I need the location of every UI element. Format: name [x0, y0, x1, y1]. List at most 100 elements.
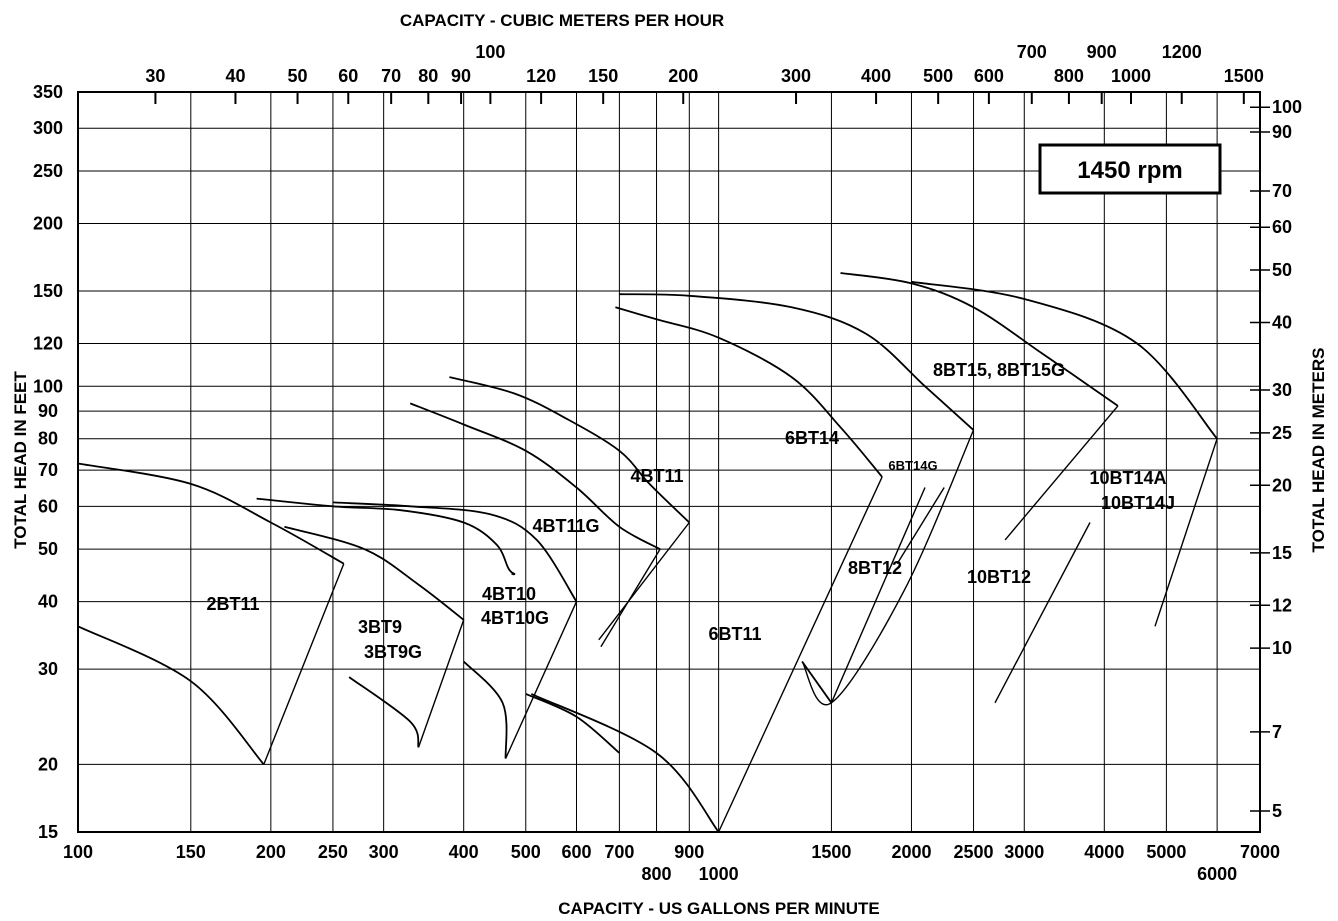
x2-axis-title: CAPACITY - CUBIC METERS PER HOUR	[400, 11, 724, 30]
curve-4bt11-right	[598, 522, 690, 641]
curve-2bt11-lower	[77, 625, 265, 765]
y-tick-label: 70	[38, 460, 58, 480]
x-tick-label: 3000	[1004, 842, 1044, 862]
curve-4bt11g-upper	[409, 402, 661, 550]
x-tick-label: 700	[604, 842, 634, 862]
x-tick-label: 5000	[1146, 842, 1186, 862]
y2-tick-label: 25	[1272, 423, 1292, 443]
x2-tick-label: 700	[1017, 42, 1047, 62]
pump-labels: 2BT11 3BT9 3BT9G 4BT10 4BT10G 4BT11G 4BT…	[206, 360, 1175, 662]
label-4BT11G: 4BT11G	[532, 516, 599, 536]
label-6BT11: 6BT11	[708, 624, 761, 644]
label-3BT9: 3BT9	[358, 617, 402, 637]
x2-tick-label: 1500	[1224, 66, 1264, 86]
x2-tick-label: 600	[974, 66, 1004, 86]
curve-3bt9-3bt9g-mid	[284, 525, 465, 621]
x2-tick-label: 30	[145, 66, 165, 86]
x2-tick-label: 120	[526, 66, 556, 86]
y2-tick-label: 15	[1272, 543, 1292, 563]
rpm-box	[1038, 143, 1222, 195]
curve-3bt9-3bt9g-lower	[348, 676, 420, 748]
x2-tick-label: 50	[288, 66, 308, 86]
x-tick-label-1000: 1000	[699, 864, 739, 884]
label-10BT14J: 10BT14J	[1101, 493, 1175, 513]
y-tick-label: 120	[33, 333, 63, 353]
x-tick-label: 1500	[811, 842, 851, 862]
y-tick-label: 20	[38, 754, 58, 774]
x2-tick-label: 400	[861, 66, 891, 86]
curve-4bt10-4bt10g-upper	[332, 501, 578, 603]
x-tick-label: 900	[674, 842, 704, 862]
x-tick-label: 400	[449, 842, 479, 862]
label-6BT14: 6BT14	[785, 428, 839, 448]
x-tick-label: 100	[63, 842, 93, 862]
x2-tick-label: 800	[1054, 66, 1084, 86]
x-tick-label: 2000	[891, 842, 931, 862]
pump-curves	[77, 272, 1218, 833]
x-tick-label: 300	[369, 842, 399, 862]
x2-tick-label: 900	[1087, 42, 1117, 62]
y-axis-title: TOTAL HEAD IN FEET	[11, 371, 30, 549]
y-tick-label: 80	[38, 429, 58, 449]
x-tick-label: 200	[256, 842, 286, 862]
y-tick-label: 40	[38, 592, 58, 612]
y2-tick-label: 7	[1272, 722, 1282, 742]
x2-tick-label: 1200	[1162, 42, 1202, 62]
y-tick-label: 250	[33, 161, 63, 181]
x-tick-label: 600	[561, 842, 591, 862]
y-tick-label: 300	[33, 118, 63, 138]
label-8BT12: 8BT12	[848, 558, 902, 578]
label-10BT14A: 10BT14A	[1089, 468, 1166, 488]
label-4BT10: 4BT10	[482, 584, 536, 604]
curve-4bt11g-lower	[525, 693, 620, 754]
x-tick-label: 4000	[1084, 842, 1124, 862]
y-tick-label: 200	[33, 213, 63, 233]
y2-tick-label: 50	[1272, 260, 1292, 280]
x2-tick-label: 80	[418, 66, 438, 86]
y2-tick-label: 100	[1272, 97, 1302, 117]
curve-10bt12-right	[994, 522, 1091, 704]
curve-4bt10-4bt10g-right	[504, 601, 578, 759]
y2-tick-label: 70	[1272, 181, 1292, 201]
y-tick-label: 30	[38, 659, 58, 679]
label-6BT14G: 6BT14G	[888, 458, 937, 473]
label-4BT10G: 4BT10G	[481, 608, 549, 628]
y2-tick-label: 90	[1272, 122, 1292, 142]
curve-8bt12-lower	[801, 660, 833, 704]
y2-tick-label: 5	[1272, 801, 1282, 821]
x2-tick-label: 200	[668, 66, 698, 86]
curve-4bt11-upper	[449, 376, 690, 524]
curve-2bt11-right	[263, 563, 345, 765]
x2-tick-label: 300	[781, 66, 811, 86]
y-tick-label: 90	[38, 401, 58, 421]
y-tick-label: 50	[38, 539, 58, 559]
y2-tick-label: 60	[1272, 217, 1292, 237]
y-tick-label: 15	[38, 822, 58, 842]
tick-labels: 100 150 200 250 300 400 500 600 7008009001000150…	[33, 42, 1302, 884]
curve-8bt15-8bt15g-right	[1004, 405, 1119, 541]
y-tick-label: 60	[38, 496, 58, 516]
x2-tick-label: 40	[225, 66, 245, 86]
y-tick-label: 150	[33, 281, 63, 301]
x2-tick-label: 60	[338, 66, 358, 86]
x-tick-label: 7000	[1240, 842, 1280, 862]
y2-tick-label: 10	[1272, 638, 1292, 658]
label-10BT12: 10BT12	[967, 567, 1031, 587]
y2-tick-label: 20	[1272, 475, 1292, 495]
curve-6bt11-upper	[615, 306, 883, 478]
x2-tick-label: 100	[475, 42, 505, 62]
x-tick-label: 150	[176, 842, 206, 862]
rpm-label: 1450 rpm	[1077, 157, 1182, 184]
y2-tick-label: 12	[1272, 595, 1292, 615]
label-2BT11: 2BT11	[206, 594, 259, 614]
label-8BT15: 8BT15, 8BT15G	[933, 360, 1065, 380]
curve-6bt11-right	[717, 476, 883, 833]
curve-2bt11-upper	[77, 462, 345, 565]
curve-3bt9-3bt9g-right	[417, 619, 465, 748]
curve-6bt14-upper	[619, 293, 975, 431]
x-axis-title: CAPACITY - US GALLONS PER MINUTE	[558, 899, 879, 918]
x2-tick-label: 500	[923, 66, 953, 86]
x2-tick-label: 1000	[1111, 66, 1151, 86]
x2-tick-label: 90	[451, 66, 471, 86]
